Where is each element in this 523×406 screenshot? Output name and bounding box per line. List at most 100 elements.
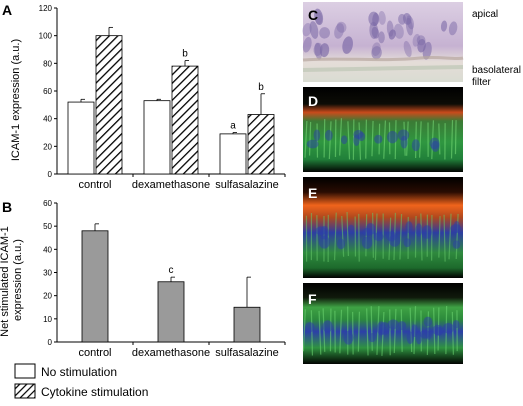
cell-membrane [358, 122, 362, 160]
cell-membrane [400, 309, 403, 352]
nucleus [353, 134, 360, 146]
nucleus [415, 223, 423, 237]
nucleus [393, 23, 404, 39]
nucleus [315, 12, 323, 25]
nucleus [386, 20, 394, 37]
nucleus [415, 331, 423, 345]
nucleus [386, 231, 397, 242]
panel-c-label-basolateral: basolateral [472, 65, 521, 76]
bar [171, 65, 199, 175]
cell-membrane [420, 213, 423, 261]
panel-b-letter: B [2, 199, 12, 215]
nucleus [373, 232, 384, 241]
cell-membrane [310, 310, 314, 356]
panel-a-letter: A [2, 2, 12, 18]
y-tick-label: 40 [43, 115, 52, 124]
nucleus [397, 321, 407, 331]
nucleus [319, 27, 330, 39]
nucleus [305, 322, 315, 333]
nucleus [369, 21, 379, 39]
nucleus [314, 8, 324, 26]
significance-label: a [230, 121, 236, 132]
legend: No stimulation Cytokine stimulation [14, 363, 148, 399]
cell-membrane [450, 120, 454, 159]
panel-e-micrograph: E [303, 177, 463, 278]
panel-a-y-axis-label: ICAM-1 expression (a.u.) [10, 39, 22, 161]
cell-membrane [302, 309, 306, 352]
nucleus [378, 11, 386, 25]
panel-f-cell-membranes [302, 306, 460, 356]
nucleus [398, 13, 407, 25]
panel-d-micrograph: D [303, 87, 463, 172]
y-tick-label: 60 [43, 87, 52, 96]
panel-c-label-apical: apical [472, 9, 498, 20]
nucleus [374, 134, 383, 144]
panel-c-nuclei [302, 8, 458, 60]
nucleus [334, 23, 345, 39]
cell-membrane [414, 216, 417, 258]
nucleus [318, 235, 330, 249]
significance-label: b [258, 82, 264, 93]
y-tick-label: 30 [43, 269, 52, 278]
cell-membrane [448, 213, 452, 260]
cell-membrane [383, 120, 387, 159]
nucleus [314, 42, 323, 60]
cell-membrane [393, 308, 397, 354]
cell-membrane [339, 309, 343, 354]
cell-membrane [304, 121, 308, 158]
nucleus [378, 31, 385, 44]
nucleus [365, 223, 376, 235]
nucleus [442, 322, 454, 334]
nucleus [340, 135, 348, 145]
bar [143, 100, 171, 175]
cell-membrane [318, 310, 322, 355]
x-tick-label: sulfasalazine [215, 347, 279, 359]
nucleus [325, 129, 333, 141]
nucleus [405, 17, 414, 36]
bar [95, 35, 123, 175]
bar [157, 281, 185, 343]
nucleus [403, 238, 411, 248]
bar [67, 101, 95, 175]
y-tick-label: 40 [43, 245, 52, 254]
nucleus [422, 225, 433, 239]
panel-b-chart: 0 10 20 30 40 50 60 control dexamethasone sulfasa… [43, 199, 286, 359]
significance-label: b [182, 49, 188, 60]
panel-c-letter: C [308, 7, 318, 23]
panel-e-cell-membranes [305, 211, 462, 262]
nucleus [306, 139, 319, 149]
panel-c-micrograph: C apical basolateral filter [302, 2, 521, 88]
nucleus [419, 329, 430, 339]
nucleus [403, 40, 412, 58]
y-tick-label: 10 [43, 315, 52, 324]
legend-swatch-cytokine-stimulation [14, 383, 36, 399]
nucleus [423, 316, 433, 327]
panel-f-letter: F [308, 291, 317, 307]
panel-a: A ICAM-1 expression (a.u.) 0 20 40 60 80 100 1… [2, 2, 286, 191]
panel-b-y-axis-label-line2: expression (a.u.) [12, 239, 24, 321]
y-tick-label: 100 [39, 32, 53, 41]
nucleus [309, 21, 319, 39]
nucleus [320, 225, 329, 240]
panel-d-cell-membranes [304, 118, 457, 160]
panel-d-letter: D [308, 93, 318, 109]
legend-label-no-stimulation: No stimulation [41, 365, 117, 379]
nucleus [302, 23, 312, 37]
nucleus [431, 140, 440, 152]
panel-b-y-axis-label-line1: Net stimulated ICAM-1 [0, 226, 11, 337]
significance-label: c [169, 265, 174, 276]
nucleus [411, 324, 418, 337]
cell-membrane [347, 121, 351, 160]
nucleus [411, 139, 420, 152]
cell-membrane [323, 119, 326, 158]
cell-membrane [339, 118, 343, 156]
nucleus [319, 43, 330, 58]
cell-membrane [419, 121, 422, 158]
cell-membrane [438, 216, 441, 258]
x-tick-label: sulfasalazine [215, 179, 279, 191]
nucleus [417, 38, 426, 53]
cell-membrane [409, 307, 413, 353]
cell-membrane [454, 120, 457, 155]
y-tick-label: 0 [48, 338, 53, 347]
nucleus [336, 238, 346, 250]
